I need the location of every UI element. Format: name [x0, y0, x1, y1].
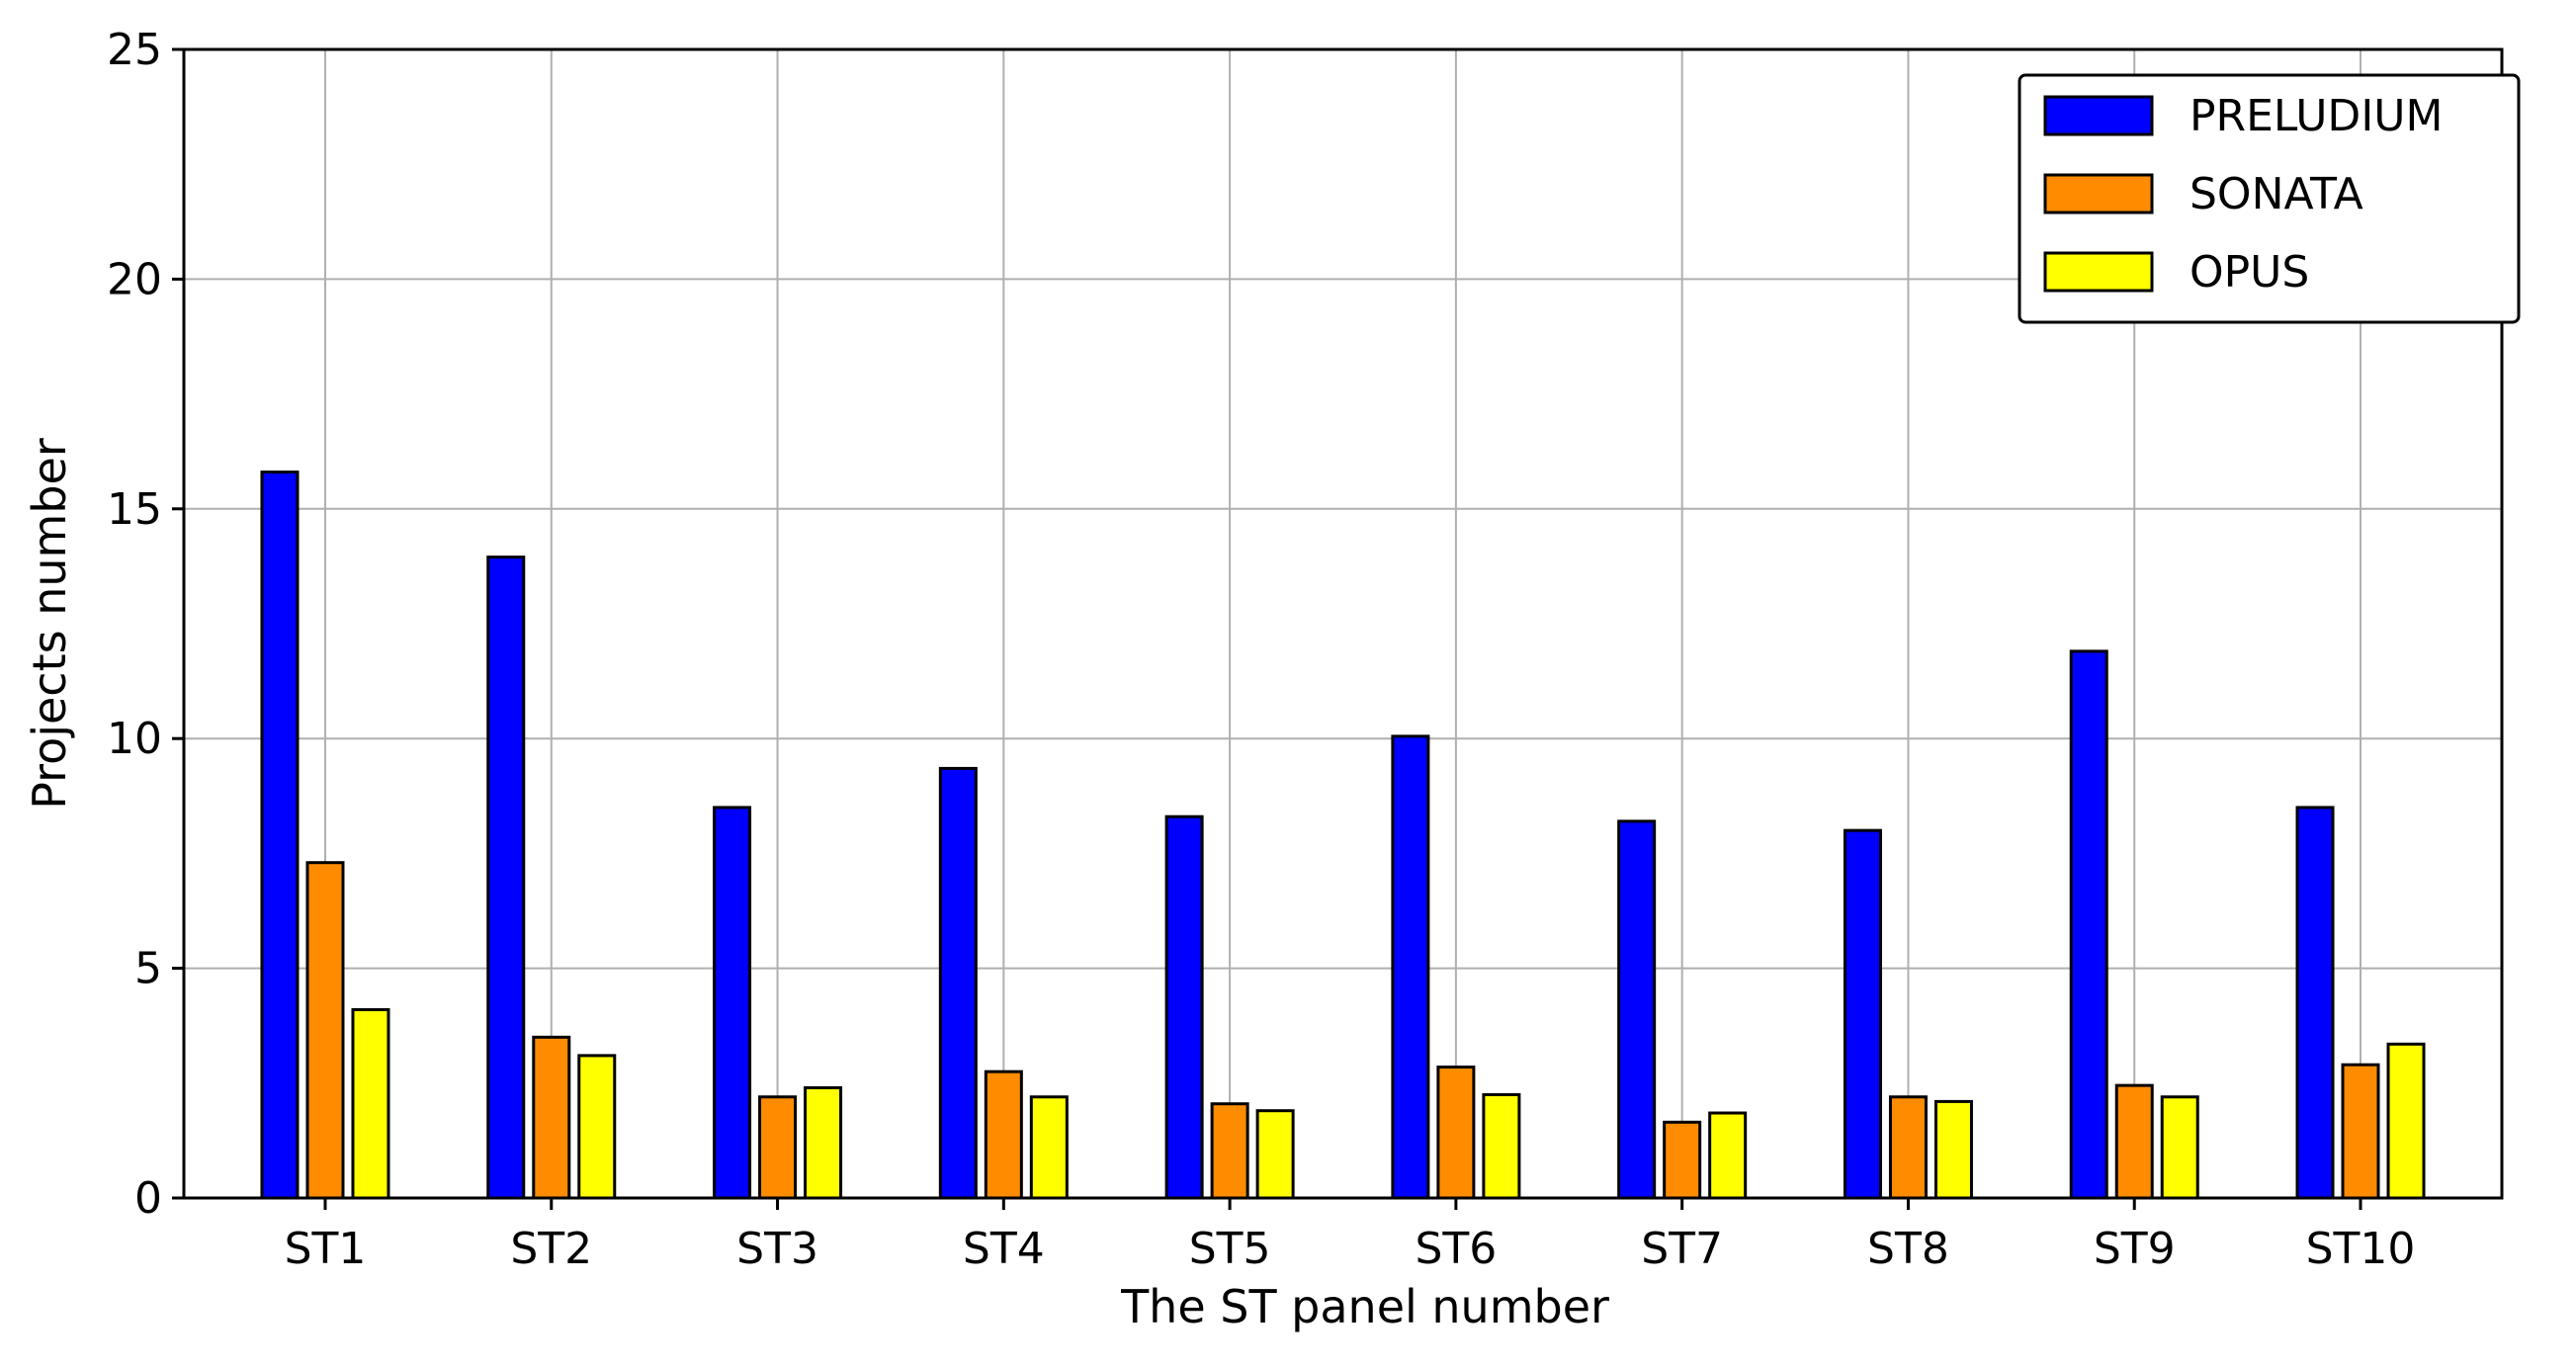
bar-opus-st9: [2160, 1095, 2199, 1200]
y-axis-title: Projects number: [23, 438, 76, 810]
x-tick-label: ST6: [1415, 1224, 1497, 1274]
bar-opus-st3: [804, 1085, 843, 1200]
legend-swatch-sonata: [2043, 173, 2154, 214]
bar-sonata-st8: [1888, 1095, 1928, 1200]
x-axis-title: The ST panel number: [1120, 1280, 1609, 1333]
bars: [260, 471, 2426, 1200]
bar-sonata-st5: [1210, 1102, 1249, 1200]
bar-opus-st6: [1482, 1092, 1521, 1200]
bar-opus-st4: [1029, 1095, 1069, 1200]
bar-opus-st8: [1933, 1099, 1973, 1200]
x-tick-label: ST8: [1867, 1224, 1949, 1274]
bar-sonata-st3: [758, 1095, 798, 1200]
bar-preludium-st6: [1391, 734, 1430, 1200]
bar-sonata-st4: [984, 1070, 1023, 1200]
legend-label-opus: OPUS: [2190, 247, 2309, 298]
bar-preludium-st5: [1164, 814, 1204, 1200]
bar-opus-st1: [351, 1007, 390, 1200]
bar-preludium-st9: [2069, 649, 2108, 1200]
bar-preludium-st10: [2295, 806, 2335, 1200]
bar-preludium-st2: [486, 556, 526, 1200]
bar-preludium-st1: [260, 471, 300, 1200]
x-tick-label: ST10: [2306, 1224, 2416, 1274]
x-tick-label: ST3: [736, 1224, 818, 1274]
y-tick-label: 15: [107, 484, 162, 535]
bar-sonata-st7: [1663, 1120, 1702, 1200]
legend-label-preludium: PRELUDIUM: [2190, 91, 2443, 141]
y-axis: 0 5 10 15 20 25: [107, 25, 184, 1224]
bar-preludium-st4: [938, 766, 978, 1200]
legend-swatch-preludium: [2043, 95, 2154, 136]
y-tick-label: 0: [134, 1173, 162, 1224]
bar-opus-st10: [2386, 1042, 2426, 1200]
legend-swatch-opus: [2043, 251, 2154, 293]
bar-opus-st5: [1255, 1109, 1295, 1200]
bar-sonata-st10: [2341, 1063, 2380, 1200]
legend-label-sonata: SONATA: [2190, 169, 2363, 219]
bar-preludium-st3: [713, 806, 752, 1200]
y-tick-label: 20: [107, 254, 162, 304]
bar-sonata-st2: [532, 1035, 571, 1200]
x-tick-label: ST5: [1189, 1224, 1271, 1274]
bar-opus-st2: [577, 1054, 617, 1200]
bar-opus-st7: [1708, 1111, 1748, 1200]
x-tick-label: ST9: [2094, 1224, 2176, 1274]
bar-preludium-st7: [1617, 819, 1657, 1200]
y-tick-label: 5: [134, 944, 162, 994]
x-tick-label: ST1: [285, 1224, 367, 1274]
bar-sonata-st9: [2114, 1083, 2154, 1200]
y-tick-label: 10: [107, 714, 162, 764]
plot-frame: [182, 47, 2504, 1200]
y-tick-label: 25: [107, 25, 162, 75]
bar-sonata-st1: [305, 861, 345, 1200]
bar-preludium-st8: [1843, 828, 1882, 1200]
bar-sonata-st6: [1436, 1066, 1476, 1200]
x-tick-label: ST7: [1641, 1224, 1723, 1274]
legend: PRELUDIUM SONATA OPUS: [2018, 73, 2521, 324]
x-tick-label: ST2: [510, 1224, 592, 1274]
x-axis: ST1 ST2 ST3 ST4 ST5 ST6 ST7 ST8 ST9 ST10: [285, 1198, 2416, 1274]
x-tick-label: ST4: [963, 1224, 1045, 1274]
